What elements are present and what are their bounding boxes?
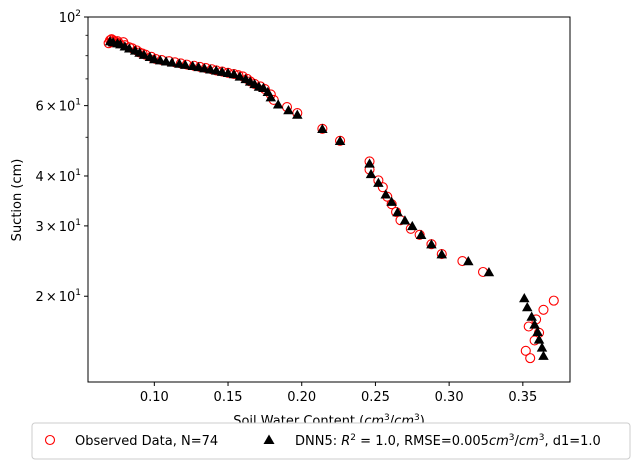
dnn5-point xyxy=(426,239,437,249)
y-tick-label: 2 × 101 xyxy=(36,288,81,305)
dnn5-point xyxy=(205,64,216,74)
x-tick-label: 0.35 xyxy=(508,390,537,405)
observed-point xyxy=(377,182,388,193)
x-tick-label: 0.25 xyxy=(361,390,390,405)
dnn5-point xyxy=(334,135,346,146)
dnn5-point xyxy=(415,229,427,240)
plot-frame xyxy=(87,16,571,383)
dnn5-point xyxy=(228,68,240,79)
dnn5-point xyxy=(407,220,418,231)
dnn5-point xyxy=(258,82,269,93)
dnn5-point xyxy=(124,43,135,53)
dnn5-point xyxy=(265,92,277,102)
legend-marker-observed xyxy=(44,434,56,446)
dnn5-point xyxy=(538,350,549,360)
dnn5-point xyxy=(166,57,178,67)
observed-point xyxy=(538,304,549,315)
dnn5-point xyxy=(364,158,375,168)
dnn5-point xyxy=(380,189,391,199)
legend: Observed Data, N=74 DNN5: R2 = 1.0, RMSE… xyxy=(31,422,631,460)
x-tick-label: 0.15 xyxy=(214,390,243,405)
dnn5-point xyxy=(216,66,228,76)
observed-point xyxy=(520,345,531,356)
dnn5-point xyxy=(365,168,377,179)
dnn5-point xyxy=(317,123,328,134)
legend-label-dnn5: DNN5: R2 = 1.0, RMSE=0.005cm3/cm3, d1=1.… xyxy=(295,433,601,449)
observed-point xyxy=(548,295,559,306)
dnn5-point xyxy=(532,326,543,336)
dnn5-point xyxy=(463,256,474,266)
dnn5-point xyxy=(222,67,234,78)
x-tick-label: 0.20 xyxy=(287,390,316,405)
y-axis-label: Suction (cm) xyxy=(10,159,25,242)
observed-point xyxy=(414,229,425,240)
y-tick-label: 4 × 101 xyxy=(36,168,81,185)
dnn5-point xyxy=(526,311,537,321)
legend-label-observed: Observed Data, N=74 xyxy=(75,434,218,449)
axis-ticks: 0.10 0.15 0.20 0.25 0.30 0.35 2 × 101 3 × 101 4 × 101 6… xyxy=(36,9,538,405)
data-points xyxy=(103,34,559,364)
dnn5-point xyxy=(533,334,545,344)
dnn5-point xyxy=(138,49,150,59)
dnn5-point xyxy=(292,109,303,119)
dnn5-point xyxy=(272,99,284,109)
dnn5-point xyxy=(522,301,533,312)
dnn5-point xyxy=(483,266,495,277)
dnn5-point xyxy=(210,65,222,75)
dnn5-point xyxy=(529,319,540,329)
y-tick-label: 3 × 101 xyxy=(36,218,81,235)
y-tick-label: 6 × 101 xyxy=(36,98,81,115)
dnn5-point xyxy=(180,59,191,69)
dnn5-point xyxy=(536,342,548,352)
dnn5-point xyxy=(373,177,384,187)
dnn5-point xyxy=(399,215,411,225)
y-tick-label: 102 xyxy=(59,9,81,26)
legend-frame xyxy=(31,422,631,460)
dnn5-point xyxy=(283,105,294,115)
legend-marker-dnn5 xyxy=(263,434,275,444)
observed-point xyxy=(525,353,536,364)
observed-point xyxy=(391,206,402,218)
dnn5-point xyxy=(234,71,246,81)
x-tick-label: 0.10 xyxy=(140,390,169,405)
dnn5-point xyxy=(436,249,448,259)
x-tick-label: 0.30 xyxy=(435,390,464,405)
dnn5-point xyxy=(386,196,397,206)
dnn5-point xyxy=(519,292,530,303)
dnn5-point xyxy=(392,207,403,217)
